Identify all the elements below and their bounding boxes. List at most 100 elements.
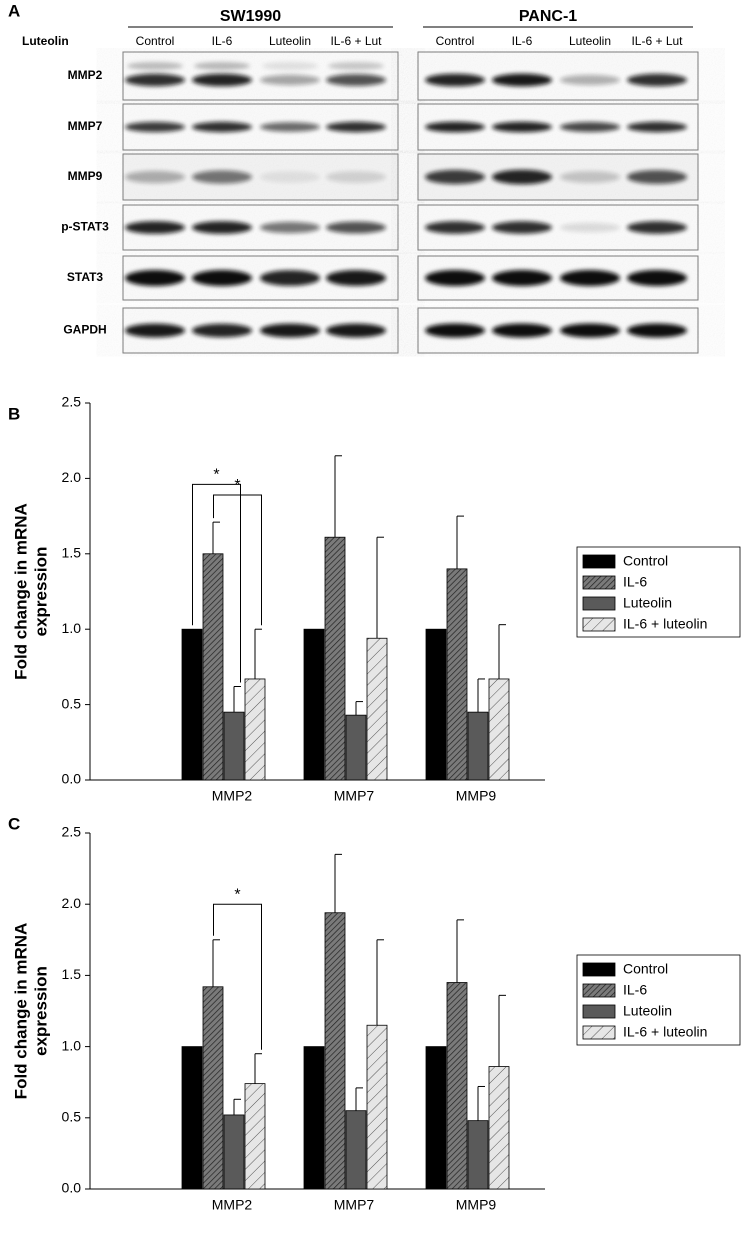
bar — [303, 628, 325, 781]
y-tick-label: 0.0 — [62, 771, 82, 787]
blot-band — [425, 121, 485, 133]
column-label: Control — [436, 34, 475, 48]
blot-band — [627, 323, 687, 338]
error-bar — [498, 994, 506, 1067]
bar — [446, 568, 468, 781]
bar — [425, 628, 447, 781]
blot-band-faint — [127, 62, 183, 70]
bar — [324, 912, 346, 1190]
blot-band — [560, 122, 620, 132]
blot-band — [627, 73, 687, 87]
significance-bracket — [213, 494, 262, 626]
legend-swatch — [582, 1004, 616, 1019]
legend-label: IL-6 + luteolin — [623, 1024, 707, 1040]
error-bar — [498, 624, 506, 679]
bar — [488, 1066, 510, 1190]
column-label: Luteolin — [269, 34, 311, 48]
panel-label: B — [8, 404, 20, 423]
bar — [366, 637, 388, 781]
legend-swatch — [582, 596, 616, 611]
column-label: IL-6 + Lut — [330, 34, 382, 48]
blot-band — [425, 270, 485, 286]
bar — [244, 678, 266, 781]
legend-label: Control — [623, 553, 668, 569]
column-label: Control — [136, 34, 175, 48]
blot-band — [125, 121, 185, 133]
y-axis-label: Fold change in mRNA — [11, 923, 30, 1100]
column-label: IL-6 + Lut — [631, 34, 683, 48]
blot-band — [192, 121, 252, 133]
legend-label: IL-6 — [623, 574, 647, 590]
legend-swatch — [582, 962, 616, 977]
bar — [345, 714, 367, 781]
error-bar — [233, 1098, 241, 1115]
row-label: MMP7 — [68, 119, 103, 133]
blot-band — [326, 270, 386, 286]
y-tick-label: 1.5 — [62, 545, 82, 561]
significance-label: * — [234, 886, 240, 903]
row-label: MMP2 — [68, 68, 103, 82]
bar — [223, 711, 245, 781]
bar — [244, 1083, 266, 1190]
x-tick-label: MMP2 — [212, 1197, 253, 1213]
y-tick-label: 2.0 — [62, 469, 82, 485]
blot-band — [627, 221, 687, 234]
blot-band — [492, 270, 552, 286]
y-axis-label: Fold change in mRNA — [11, 503, 30, 680]
bar — [303, 1046, 325, 1190]
blot-band — [425, 323, 485, 338]
legend-swatch — [582, 1025, 616, 1040]
error-bar — [477, 678, 485, 713]
bar — [446, 982, 468, 1190]
bar — [223, 1114, 245, 1190]
blot-band — [326, 221, 386, 234]
blot-band — [627, 121, 687, 133]
blot-band — [260, 122, 320, 132]
x-tick-label: MMP9 — [456, 1197, 497, 1213]
y-tick-label: 1.5 — [62, 966, 82, 982]
blot-band — [260, 171, 320, 183]
legend-label: Luteolin — [623, 1003, 672, 1019]
blot-band-faint — [194, 62, 250, 70]
legend-swatch — [582, 575, 616, 590]
blot-band — [492, 169, 552, 185]
legend-swatch — [582, 617, 616, 632]
error-bar — [212, 939, 220, 987]
row-label: MMP9 — [68, 169, 103, 183]
blot-band — [560, 323, 620, 338]
column-label: IL-6 — [212, 34, 233, 48]
panel-label: C — [8, 814, 20, 833]
legend-label: IL-6 + luteolin — [623, 616, 707, 632]
x-tick-label: MMP2 — [212, 788, 253, 804]
blot-band — [260, 221, 320, 234]
y-tick-label: 1.0 — [62, 620, 82, 636]
row-label: STAT3 — [67, 270, 104, 284]
error-bar — [477, 1085, 485, 1121]
blot-band — [192, 170, 252, 184]
y-tick-label: 2.5 — [62, 824, 82, 840]
blot-band — [260, 270, 320, 286]
blot-band — [326, 121, 386, 133]
x-tick-label: MMP7 — [334, 788, 375, 804]
bar — [467, 1120, 489, 1190]
blot-band — [492, 323, 552, 338]
significance-bracket — [213, 903, 262, 1050]
y-tick-label: 0.5 — [62, 695, 82, 711]
blot-band — [560, 270, 620, 286]
blot-band — [326, 323, 386, 338]
error-bar — [334, 455, 342, 538]
legend-swatch — [582, 554, 616, 569]
blot-band-faint — [262, 62, 318, 70]
y-tick-label: 0.0 — [62, 1180, 82, 1196]
blot-band — [192, 221, 252, 234]
blot-band — [125, 170, 185, 184]
bar — [181, 1046, 203, 1190]
y-tick-label: 0.5 — [62, 1109, 82, 1125]
column-label: Luteolin — [569, 34, 611, 48]
western-blot-panel: A Luteolin — [8, 1, 69, 48]
y-tick-label: 2.0 — [62, 895, 82, 911]
error-bar — [376, 939, 384, 1026]
panel-label: A — [8, 1, 20, 20]
blot-band — [425, 221, 485, 234]
